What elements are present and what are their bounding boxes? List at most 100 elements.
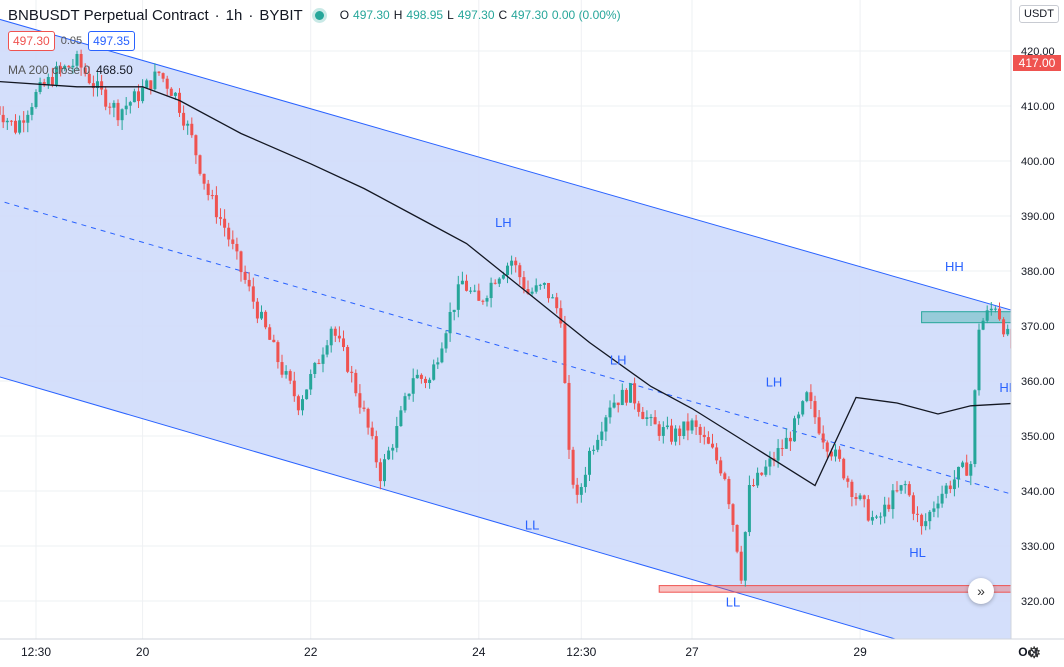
candle-body xyxy=(817,417,821,434)
candle-body xyxy=(551,297,555,299)
ma-value: 468.50 xyxy=(96,63,133,77)
candle-body xyxy=(764,466,768,475)
candle-body xyxy=(9,120,13,122)
candle-body xyxy=(489,282,493,299)
price-tick-label: 350.00 xyxy=(1021,431,1055,443)
candle-body xyxy=(952,479,956,490)
candle-body xyxy=(219,217,222,219)
candle-body xyxy=(485,298,489,302)
candle-body xyxy=(362,407,366,409)
candle-body xyxy=(596,439,600,450)
currency-button[interactable]: USDT xyxy=(1019,5,1059,23)
candle-body xyxy=(26,114,30,123)
sell-price-button[interactable]: 497.30 xyxy=(8,31,55,51)
open-value: 497.30 xyxy=(353,8,390,22)
candle-body xyxy=(272,339,276,343)
candle-body xyxy=(182,112,186,126)
candle-body xyxy=(145,80,149,88)
candle-body xyxy=(600,431,604,440)
candle-body xyxy=(727,479,731,505)
candle-body xyxy=(534,285,538,292)
ma-legend[interactable]: MA 200 close 0 468.50 xyxy=(8,63,133,77)
buy-price-button[interactable]: 497.35 xyxy=(88,31,135,51)
candle-body xyxy=(957,466,960,480)
high-label: H xyxy=(393,8,403,22)
double-chevron-right-icon: » xyxy=(977,583,985,599)
candle-body xyxy=(903,484,907,486)
candle-body xyxy=(141,87,145,102)
candle-body xyxy=(342,338,345,348)
candle-body xyxy=(165,78,169,89)
candle-body xyxy=(309,373,313,390)
candle-body xyxy=(567,382,571,450)
time-axis[interactable]: 12:30 20 22 24 12:30 27 29 Oct xyxy=(0,638,1064,667)
candle-body xyxy=(612,402,616,408)
candle-body xyxy=(391,447,395,451)
candle-body xyxy=(633,383,637,404)
settings-button[interactable]: ⚙ xyxy=(1027,643,1041,663)
candle-body xyxy=(530,291,534,294)
candle-body xyxy=(588,450,591,475)
candle-body xyxy=(38,82,42,92)
candle-body xyxy=(1002,319,1006,335)
candle-body xyxy=(50,76,54,85)
candle-body xyxy=(264,311,268,328)
candle-body xyxy=(296,396,300,411)
price-tick-label: 370.00 xyxy=(1021,321,1055,333)
annotation-label: LH xyxy=(610,353,627,368)
time-tick-label: 24 xyxy=(472,645,486,659)
candle-body xyxy=(637,403,641,412)
legend-row: BNBUSDT Perpetual Contract · 1h · BYBIT … xyxy=(8,6,621,24)
price-channel xyxy=(0,18,1064,640)
candle-body xyxy=(477,290,481,301)
candle-body xyxy=(292,380,296,397)
interval-label[interactable]: 1h xyxy=(225,6,243,24)
candle-body xyxy=(719,460,723,474)
candle-body xyxy=(936,503,940,509)
candle-body xyxy=(940,493,944,504)
candle-body xyxy=(243,272,247,280)
candle-body xyxy=(797,414,801,419)
candle-body xyxy=(403,396,407,411)
scroll-to-realtime-button[interactable]: » xyxy=(968,578,994,604)
candle-body xyxy=(465,280,468,291)
candle-body xyxy=(260,311,263,319)
candles xyxy=(0,49,1064,587)
candle-body xyxy=(444,333,448,349)
candle-body xyxy=(657,424,661,436)
symbol-title[interactable]: BNBUSDT Perpetual Contract xyxy=(8,6,209,24)
candle-body xyxy=(899,485,903,491)
candle-body xyxy=(969,464,973,476)
candle-body xyxy=(169,88,173,96)
bid-ask-row: 497.30 0.05 497.35 xyxy=(8,31,135,51)
candle-body xyxy=(354,372,358,394)
candle-body xyxy=(337,335,341,339)
candle-body xyxy=(579,487,583,495)
candle-body xyxy=(124,105,128,110)
candle-body xyxy=(989,308,993,311)
candle-body xyxy=(128,102,132,106)
candle-body xyxy=(14,120,17,133)
candle-body xyxy=(924,521,928,527)
candle-body xyxy=(793,418,796,442)
candle-body xyxy=(268,327,272,340)
candle-body xyxy=(374,436,378,463)
candle-body xyxy=(378,462,382,482)
candle-body xyxy=(706,437,710,444)
channel-upper-line xyxy=(0,18,1064,326)
candle-body xyxy=(563,323,567,383)
candle-body xyxy=(825,442,829,452)
candle-body xyxy=(79,53,83,68)
candle-body xyxy=(198,155,202,174)
candle-body xyxy=(907,484,911,496)
candle-body xyxy=(801,401,805,415)
candle-body xyxy=(784,437,788,449)
candle-body xyxy=(555,297,559,309)
price-tick-label: 410.00 xyxy=(1021,101,1055,113)
candle-body xyxy=(985,310,989,321)
price-axis[interactable]: 320.00 330.00 340.00 350.00 360.00 370.00 380.… xyxy=(1010,0,1064,667)
candle-body xyxy=(920,514,924,527)
annotation-label: LH xyxy=(766,375,783,390)
